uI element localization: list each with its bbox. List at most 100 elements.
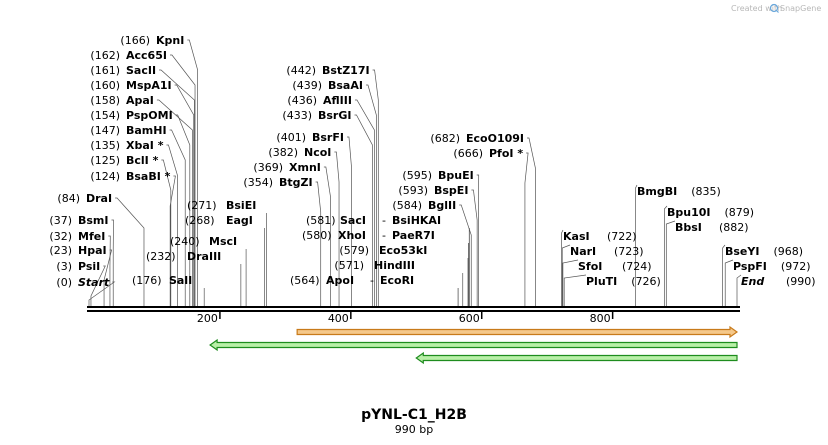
site-mspa1i[interactable]: (160) MspA1I — [90, 79, 171, 92]
site-pfoi[interactable]: (666) PfoI * — [453, 147, 523, 160]
site-bamhi[interactable]: (147) BamHI — [90, 124, 166, 137]
site-label-start[interactable]: Start — [78, 276, 110, 289]
site-msci[interactable]: (240) MscI — [170, 235, 237, 248]
site-label-bseyi[interactable]: BseYI — [725, 245, 759, 258]
credit-brand[interactable]: SnapGene — [780, 4, 821, 13]
site-label-ecori[interactable]: EcoRI — [380, 274, 414, 287]
site-label-sfoi[interactable]: SfoI — [578, 260, 602, 273]
site-label-pfoi[interactable]: PfoI * — [489, 147, 523, 160]
site-label-bsabi[interactable]: BsaBI * — [126, 170, 171, 183]
site-nari[interactable]: NarI (723) — [570, 245, 644, 258]
site-bmgbi[interactable]: BmgBI (835) — [637, 185, 721, 198]
site-sali[interactable]: (176) SalI — [132, 274, 192, 287]
site-label-nari[interactable]: NarI — [570, 245, 596, 258]
site-label-drai[interactable]: DraI — [86, 192, 112, 205]
site-label-bbsi[interactable]: BbsI — [675, 221, 702, 234]
feature-reverse-green-short[interactable] — [415, 351, 738, 365]
site-eco53ki[interactable]: (579) Eco53kI — [339, 244, 427, 257]
site-label-saci[interactable]: SacI — [340, 214, 366, 227]
site-sacii[interactable]: (161) SacII — [90, 64, 156, 77]
site-label-xhoi[interactable]: XhoI — [338, 229, 366, 242]
site-xhoi[interactable]: (580) XhoI — [302, 229, 366, 242]
site-ecori[interactable]: - EcoRI — [370, 274, 414, 287]
site-kasi[interactable]: KasI (722) — [563, 230, 637, 243]
site-btgzi[interactable]: (354) BtgZI — [243, 176, 312, 189]
site-label-pluti[interactable]: PluTI — [586, 275, 617, 288]
site-label-bsrgi[interactable]: BsrGI — [318, 109, 351, 122]
site-label-acc65i[interactable]: Acc65I — [126, 49, 167, 62]
site-bglii[interactable]: (584) BglII — [392, 199, 456, 212]
site-label-eagi[interactable]: EagI — [226, 214, 253, 227]
site-label-bpu10i[interactable]: Bpu10I — [667, 206, 711, 219]
site-kpni[interactable]: (166) KpnI — [120, 34, 184, 47]
site-label-bspei[interactable]: BspEI — [434, 184, 468, 197]
site-pspfi[interactable]: PspFI (972) — [733, 260, 811, 273]
site-paer7i[interactable]: - PaeR7I — [382, 229, 435, 242]
site-label-draiii[interactable]: DraIII — [187, 250, 221, 263]
site-sfoi[interactable]: SfoI (724) — [578, 260, 652, 273]
site-apai[interactable]: (158) ApaI — [90, 94, 154, 107]
site-start[interactable]: (0) Start — [56, 276, 110, 289]
site-bsabi[interactable]: (124) BsaBI * — [90, 170, 170, 183]
site-label-bmgbi[interactable]: BmgBI — [637, 185, 677, 198]
site-mfei[interactable]: (32) MfeI — [49, 230, 105, 243]
site-label-apai[interactable]: ApaI — [126, 94, 154, 107]
site-label-eco53ki[interactable]: Eco53kI — [379, 244, 427, 257]
site-label-kasi[interactable]: KasI — [563, 230, 590, 243]
site-bsrgi[interactable]: (433) BsrGI — [282, 109, 351, 122]
site-drai[interactable]: (84) DraI — [57, 192, 112, 205]
site-pluti[interactable]: PluTI (726) — [586, 275, 661, 288]
site-label-afliii[interactable]: AflIII — [323, 94, 352, 107]
site-label-ncoi[interactable]: NcoI — [304, 146, 331, 159]
site-bcli[interactable]: (125) BclI * — [90, 154, 158, 167]
site-label-bpuei[interactable]: BpuEI — [438, 169, 474, 182]
site-label-btgzi[interactable]: BtgZI — [279, 176, 313, 189]
site-bsaai[interactable]: (439) BsaAI — [292, 79, 363, 92]
site-label-mfei[interactable]: MfeI — [78, 230, 105, 243]
site-label-bsiei[interactable]: BsiEI — [226, 199, 256, 212]
site-label-apoi[interactable]: ApoI — [326, 274, 354, 287]
site-label-psii[interactable]: PsiI — [78, 260, 100, 273]
site-label-bsihkai[interactable]: BsiHKAI — [392, 214, 441, 227]
site-pspomi[interactable]: (154) PspOMI — [90, 109, 172, 122]
site-label-kpni[interactable]: KpnI — [156, 34, 184, 47]
site-bstz17i[interactable]: (442) BstZ17I — [286, 64, 369, 77]
site-label-mspa1i[interactable]: MspA1I — [126, 79, 172, 92]
site-hindiii[interactable]: (571) HindIII — [334, 259, 415, 272]
site-label-bsmi[interactable]: BsmI — [78, 214, 109, 227]
site-label-bsaai[interactable]: BsaAI — [328, 79, 363, 92]
site-label-msci[interactable]: MscI — [209, 235, 237, 248]
site-ecoo109i[interactable]: (682) EcoO109I — [430, 132, 524, 145]
site-label-hpai[interactable]: HpaI — [78, 244, 107, 257]
site-apoi[interactable]: (564) ApoI — [290, 274, 354, 287]
site-bpu10i[interactable]: Bpu10I (879) — [667, 206, 754, 219]
site-label-bglii[interactable]: BglII — [428, 199, 456, 212]
site-label-ecoo109i[interactable]: EcoO109I — [466, 132, 524, 145]
site-label-bcli[interactable]: BclI * — [126, 154, 159, 167]
site-xmni[interactable]: (369) XmnI — [253, 161, 320, 174]
site-saci[interactable]: (581) SacI — [306, 214, 366, 227]
site-eagi[interactable]: (268) EagI — [185, 214, 253, 227]
site-label-bamhi[interactable]: BamHI — [126, 124, 167, 137]
site-label-sali[interactable]: SalI — [169, 274, 192, 287]
site-bsihkai[interactable]: - BsiHKAI — [382, 214, 441, 227]
site-bsmi[interactable]: (37) BsmI — [49, 214, 108, 227]
site-bspei[interactable]: (593) BspEI — [398, 184, 468, 197]
site-label-pspomi[interactable]: PspOMI — [126, 109, 173, 122]
site-label-pspfi[interactable]: PspFI — [733, 260, 767, 273]
site-xbai[interactable]: (135) XbaI * — [90, 139, 163, 152]
site-label-xbai[interactable]: XbaI * — [126, 139, 164, 152]
site-label-xmni[interactable]: XmnI — [289, 161, 321, 174]
site-psii[interactable]: (3) PsiI — [56, 260, 100, 273]
site-ncoi[interactable]: (382) NcoI — [268, 146, 331, 159]
feature-reverse-green-long[interactable] — [209, 338, 738, 352]
site-hpai[interactable]: (23) HpaI — [49, 244, 106, 257]
site-bbsi[interactable]: BbsI (882) — [675, 221, 749, 234]
site-label-bsrfi[interactable]: BsrFI — [312, 131, 344, 144]
site-label-bstz17i[interactable]: BstZ17I — [322, 64, 370, 77]
site-afliii[interactable]: (436) AflIII — [287, 94, 352, 107]
site-bsrfi[interactable]: (401) BsrFI — [276, 131, 344, 144]
site-label-sacii[interactable]: SacII — [126, 64, 156, 77]
site-draiii[interactable]: (232) DraIII — [146, 250, 221, 263]
site-bsiei[interactable]: (271) BsiEI — [187, 199, 256, 212]
